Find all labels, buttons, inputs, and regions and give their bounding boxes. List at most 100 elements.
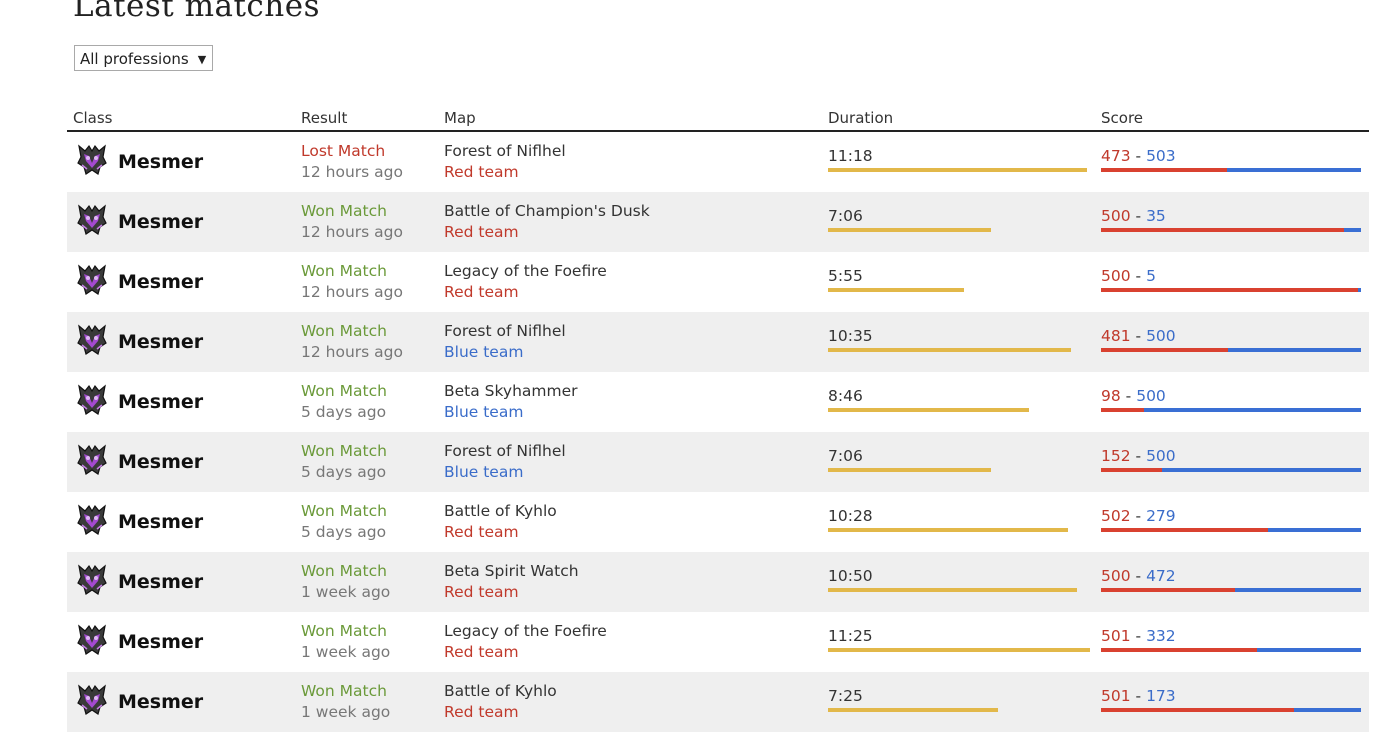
score-red: 98	[1101, 387, 1121, 405]
duration-bar	[828, 288, 964, 292]
score-bar-red	[1101, 468, 1162, 472]
score-red: 500	[1101, 267, 1131, 285]
match-duration: 7:06	[828, 447, 863, 465]
profession-filter-select[interactable]: All professions ▼	[74, 45, 214, 71]
duration-bar	[828, 648, 1090, 652]
score-bar-red	[1101, 228, 1344, 232]
score-bar-red	[1101, 408, 1144, 412]
matches-table: Class Result Map Duration Score Mesmer	[67, 100, 1369, 732]
score-bar-red	[1101, 708, 1295, 712]
score-bar	[1101, 288, 1361, 292]
table-row[interactable]: Mesmer Won Match 5 days ago Battle of Ky…	[67, 492, 1369, 552]
table-row[interactable]: Mesmer Won Match 1 week ago Battle of Ky…	[67, 672, 1369, 732]
score-blue: 500	[1146, 447, 1176, 465]
score-bar-blue	[1257, 648, 1361, 652]
score-bar-blue	[1143, 408, 1361, 412]
score-bar-red	[1101, 588, 1235, 592]
match-duration: 10:35	[828, 327, 873, 345]
map-name[interactable]: Battle of Kyhlo	[444, 682, 557, 700]
score-bar	[1101, 528, 1361, 532]
match-duration: 7:06	[828, 207, 863, 225]
map-name[interactable]: Beta Spirit Watch	[444, 562, 579, 580]
score-bar-red	[1101, 288, 1359, 292]
score-blue: 500	[1146, 327, 1176, 345]
class-name: Mesmer	[118, 691, 204, 713]
class-name: Mesmer	[118, 211, 204, 233]
column-header-class: Class	[67, 100, 295, 132]
match-score: 500 - 472	[1101, 567, 1369, 585]
score-bar	[1101, 588, 1361, 592]
score-bar-blue	[1161, 468, 1361, 472]
match-duration: 10:50	[828, 567, 873, 585]
score-bar	[1101, 348, 1361, 352]
map-name[interactable]: Legacy of the Foefire	[444, 262, 607, 280]
team-name: Red team	[444, 703, 519, 721]
table-row[interactable]: Mesmer Won Match 12 hours ago Forest of …	[67, 312, 1369, 372]
table-row[interactable]: Mesmer Won Match 1 week ago Legacy of th…	[67, 612, 1369, 672]
score-bar	[1101, 168, 1361, 172]
match-result: Won Match	[301, 502, 387, 520]
table-row[interactable]: Mesmer Won Match 12 hours ago Legacy of …	[67, 252, 1369, 312]
match-time-ago: 12 hours ago	[301, 283, 403, 301]
match-time-ago: 5 days ago	[301, 463, 387, 481]
score-separator: -	[1125, 387, 1132, 405]
score-bar	[1101, 648, 1361, 652]
match-result: Won Match	[301, 682, 387, 700]
map-name[interactable]: Forest of Niflhel	[444, 442, 566, 460]
score-red: 502	[1101, 507, 1131, 525]
mesmer-icon	[76, 443, 108, 481]
score-red: 501	[1101, 687, 1131, 705]
table-row[interactable]: Mesmer Won Match 1 week ago Beta Spirit …	[67, 552, 1369, 612]
map-name[interactable]: Beta Skyhammer	[444, 382, 578, 400]
map-name[interactable]: Battle of Kyhlo	[444, 502, 557, 520]
team-name: Red team	[444, 583, 519, 601]
match-duration: 11:18	[828, 147, 873, 165]
match-time-ago: 1 week ago	[301, 703, 391, 721]
score-separator: -	[1135, 627, 1142, 645]
score-separator: -	[1135, 687, 1142, 705]
map-name[interactable]: Forest of Niflhel	[444, 322, 566, 340]
map-name[interactable]: Battle of Champion's Dusk	[444, 202, 650, 220]
score-red: 481	[1101, 327, 1131, 345]
match-score: 501 - 173	[1101, 687, 1369, 705]
score-bar	[1101, 708, 1361, 712]
mesmer-icon	[76, 263, 108, 301]
score-separator: -	[1135, 147, 1142, 165]
table-row[interactable]: Mesmer Won Match 12 hours ago Battle of …	[67, 192, 1369, 252]
class-name: Mesmer	[118, 571, 204, 593]
score-blue: 173	[1146, 687, 1176, 705]
match-time-ago: 12 hours ago	[301, 163, 403, 181]
score-blue: 332	[1146, 627, 1176, 645]
match-result: Won Match	[301, 202, 387, 220]
map-name[interactable]: Forest of Niflhel	[444, 142, 566, 160]
duration-bar	[828, 408, 1030, 412]
match-result: Won Match	[301, 322, 387, 340]
score-red: 501	[1101, 627, 1131, 645]
match-time-ago: 1 week ago	[301, 643, 391, 661]
table-row[interactable]: Mesmer Lost Match 12 hours ago Forest of…	[67, 131, 1369, 192]
score-separator: -	[1135, 507, 1142, 525]
table-row[interactable]: Mesmer Won Match 5 days ago Forest of Ni…	[67, 432, 1369, 492]
duration-bar	[828, 588, 1077, 592]
map-name[interactable]: Legacy of the Foefire	[444, 622, 607, 640]
score-red: 473	[1101, 147, 1131, 165]
score-bar-blue	[1343, 228, 1361, 232]
mesmer-icon	[76, 203, 108, 241]
table-row[interactable]: Mesmer Won Match 5 days ago Beta Skyhamm…	[67, 372, 1369, 432]
match-time-ago: 12 hours ago	[301, 343, 403, 361]
team-name: Red team	[444, 283, 519, 301]
match-score: 500 - 5	[1101, 267, 1369, 285]
duration-bar	[828, 228, 991, 232]
score-separator: -	[1135, 267, 1142, 285]
duration-bar	[828, 708, 999, 712]
score-bar	[1101, 408, 1361, 412]
match-result: Won Match	[301, 622, 387, 640]
score-bar-red	[1101, 348, 1229, 352]
score-bar-blue	[1227, 168, 1361, 172]
column-header-result: Result	[295, 100, 438, 132]
mesmer-icon	[76, 563, 108, 601]
match-result: Won Match	[301, 262, 387, 280]
team-name: Red team	[444, 523, 519, 541]
score-bar-blue	[1294, 708, 1361, 712]
mesmer-icon	[76, 143, 108, 181]
